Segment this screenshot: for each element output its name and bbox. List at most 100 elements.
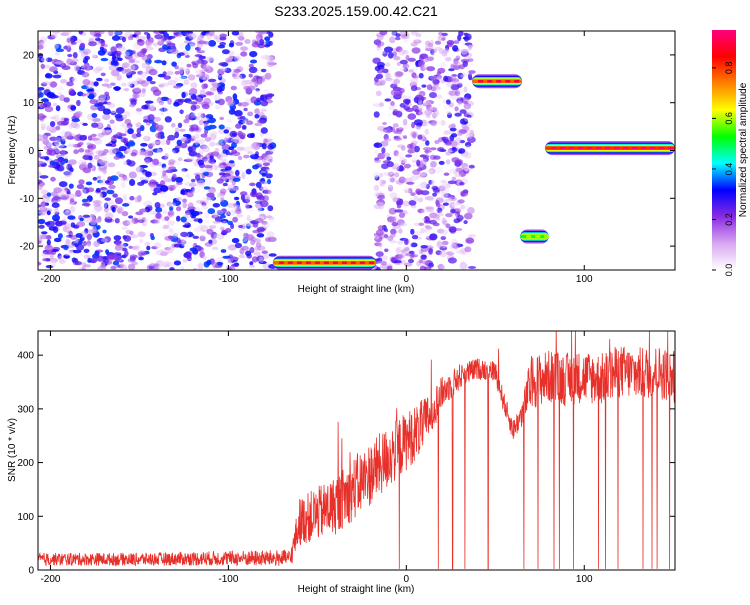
noise-blob <box>51 31 61 34</box>
noise-blob <box>108 64 117 71</box>
noise-blob <box>143 150 153 157</box>
noise-blob <box>380 129 388 133</box>
noise-blob <box>102 169 108 175</box>
noise-blob <box>104 180 110 184</box>
noise-blob <box>405 93 412 100</box>
noise-blob <box>456 97 464 104</box>
figure-title: S233.2025.159.00.42.C21 <box>274 3 438 19</box>
noise-blob <box>99 93 107 100</box>
noise-blob <box>54 61 63 65</box>
noise-blob <box>393 137 402 141</box>
noise-blob <box>79 134 87 141</box>
noise-blob <box>234 110 243 117</box>
noise-blob <box>144 241 151 247</box>
noise-blob <box>459 109 467 114</box>
noise-blob <box>399 107 405 112</box>
noise-blob <box>54 139 63 147</box>
noise-blob <box>411 121 416 129</box>
noise-blob <box>231 149 238 154</box>
noise-blob <box>38 224 45 229</box>
noise-blob <box>105 129 112 133</box>
noise-blob <box>257 32 263 38</box>
noise-blob <box>126 122 133 129</box>
noise-blob <box>76 99 81 107</box>
noise-blob <box>465 145 471 149</box>
noise-blob <box>185 252 192 260</box>
noise-blob <box>458 79 465 85</box>
noise-blob <box>49 66 58 73</box>
noise-blob <box>147 114 155 121</box>
noise-blob <box>393 150 399 157</box>
noise-blob <box>405 32 410 40</box>
noise-blob <box>152 141 161 145</box>
noise-blob <box>461 162 469 170</box>
noise-blob <box>118 146 127 152</box>
noise-blob <box>244 79 254 85</box>
noise-blob <box>71 241 77 247</box>
noise-blob <box>66 37 72 43</box>
noise-blob <box>260 100 269 107</box>
noise-blob <box>407 143 413 149</box>
noise-blob <box>143 135 151 142</box>
noise-blob <box>446 99 451 105</box>
noise-blob <box>180 266 185 270</box>
noise-blob <box>442 202 449 206</box>
noise-blob <box>209 57 214 63</box>
noise-blob <box>238 31 244 35</box>
spectral-peak <box>605 146 611 150</box>
noise-blob <box>388 262 394 266</box>
noise-blob <box>44 244 54 252</box>
noise-blob <box>264 36 271 41</box>
noise-blob <box>264 132 272 140</box>
noise-blob <box>110 69 120 77</box>
noise-blob <box>49 81 58 88</box>
noise-blob <box>447 257 457 264</box>
noise-blob <box>461 252 467 256</box>
noise-blob <box>107 102 116 108</box>
noise-blob <box>449 202 455 210</box>
noise-blob <box>402 118 408 126</box>
noise-blob <box>78 148 85 153</box>
noise-blob <box>185 68 190 75</box>
noise-blob <box>55 143 65 149</box>
noise-blob <box>418 142 426 148</box>
noise-blob <box>208 132 215 137</box>
noise-blob <box>410 78 419 84</box>
noise-blob <box>195 116 201 121</box>
noise-blob <box>253 251 261 256</box>
noise-blob <box>410 228 415 235</box>
noise-blob <box>413 195 419 202</box>
noise-blob <box>117 57 123 61</box>
noise-blob <box>208 152 214 156</box>
noise-blob <box>254 245 261 251</box>
noise-blob <box>146 76 153 82</box>
noise-blob <box>87 144 94 150</box>
noise-blob <box>98 31 105 35</box>
noise-blob <box>120 264 128 270</box>
noise-blob <box>111 206 116 213</box>
noise-blob <box>156 148 163 153</box>
x-tick-label: 100 <box>576 274 593 285</box>
noise-blob <box>50 33 58 38</box>
noise-blob <box>97 122 103 128</box>
noise-blob <box>167 98 172 105</box>
noise-blob <box>55 105 61 112</box>
noise-blob <box>69 234 78 240</box>
noise-blob <box>447 41 453 48</box>
noise-blob <box>45 57 53 63</box>
noise-blob <box>127 219 134 226</box>
noise-blob <box>197 139 205 144</box>
noise-blob <box>54 43 62 50</box>
noise-blob <box>174 116 180 121</box>
noise-blob <box>455 192 460 198</box>
noise-blob <box>39 234 49 240</box>
noise-blob <box>182 198 188 203</box>
noise-blob <box>393 260 402 264</box>
noise-blob <box>410 42 419 47</box>
noise-blob <box>210 161 216 166</box>
noise-blob <box>411 47 421 54</box>
noise-blob <box>454 173 462 178</box>
noise-blob <box>133 87 142 92</box>
noise-blob <box>144 158 150 164</box>
noise-blob <box>414 94 424 101</box>
